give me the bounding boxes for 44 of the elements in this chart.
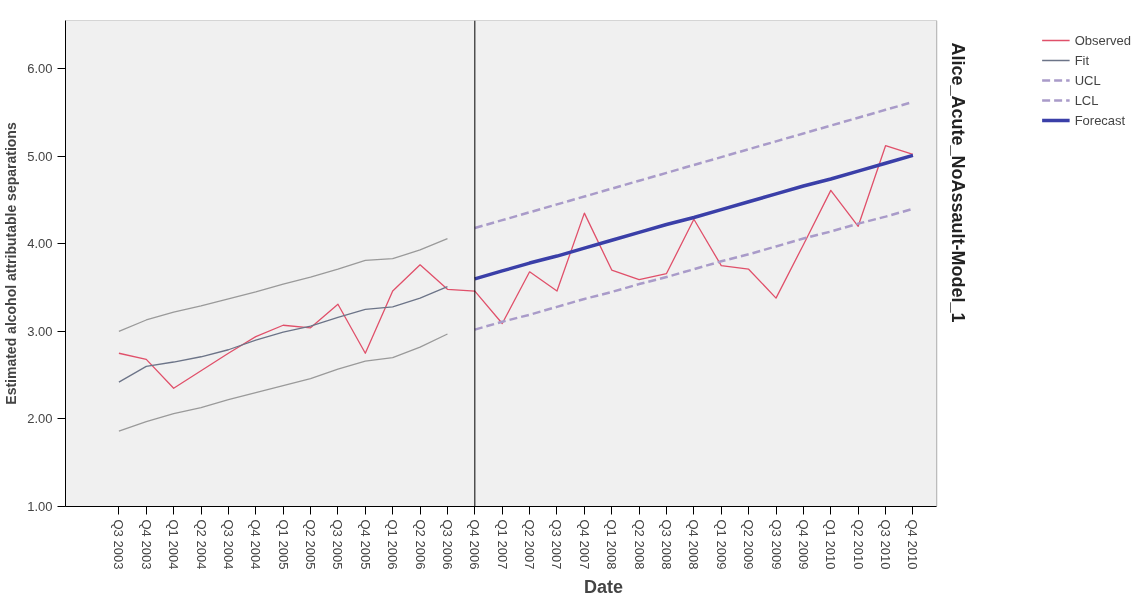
x-tick-label: Q2 2006 (412, 519, 428, 570)
x-tick-label: Q3 2008 (659, 519, 675, 570)
x-tick-label: Q2 2004 (193, 519, 209, 570)
legend-label: UCL (1074, 72, 1101, 88)
x-tick-label: Q4 2008 (686, 519, 702, 570)
y-tick-label: 2.00 (27, 411, 53, 427)
x-tick-label: Q4 2010 (905, 519, 921, 570)
x-tick-label: Q3 2010 (878, 519, 894, 570)
y-tick-label: 1.00 (27, 499, 53, 514)
y-tick-label: 6.00 (27, 61, 53, 77)
legend-label: LCL (1074, 92, 1099, 108)
x-tick-label: Q3 2006 (439, 519, 455, 570)
x-tick-label: Q2 2008 (631, 519, 647, 570)
x-tick-label: Q1 2010 (823, 519, 839, 570)
x-tick-label: Q1 2005 (275, 519, 291, 570)
x-tick-label: Q2 2009 (741, 519, 757, 570)
x-tick-label: Q4 2003 (138, 519, 154, 570)
x-tick-label: Q1 2004 (166, 519, 182, 570)
x-tick-label: Q3 2003 (111, 519, 127, 570)
y-axis-title: Estimated alcohol attributable separations (3, 122, 20, 405)
x-axis-title: Date (583, 577, 624, 598)
x-tick-label: Q3 2005 (330, 519, 346, 570)
x-tick-label: Q4 2009 (795, 519, 811, 570)
legend-label: Fit (1074, 52, 1091, 68)
x-tick-label: Q4 2007 (576, 519, 592, 570)
x-tick-label: Q4 2006 (467, 519, 483, 570)
y-tick-label: 5.00 (27, 148, 53, 164)
legend-label: Observed (1074, 32, 1131, 48)
x-tick-label: Q1 2008 (604, 519, 620, 570)
x-tick-label: Q3 2004 (220, 519, 236, 570)
x-tick-label: Q2 2005 (303, 519, 319, 570)
x-tick-label: Q3 2007 (549, 519, 565, 570)
y-tick-label: 4.00 (27, 236, 53, 252)
x-tick-label: Q4 2005 (357, 519, 373, 570)
x-tick-label: Q2 2007 (522, 519, 538, 570)
legend-label: Forecast (1074, 112, 1126, 128)
x-tick-label: Q1 2009 (713, 519, 729, 570)
x-tick-label: Q4 2004 (248, 519, 264, 570)
text: Alice_Acute_NoAssault-Model_1 (947, 42, 968, 323)
x-tick-label: Q2 2010 (850, 519, 866, 570)
x-tick-label: Q1 2006 (385, 519, 401, 570)
x-tick-label: Q1 2007 (494, 519, 510, 570)
x-tick-label: Q3 2009 (768, 519, 784, 570)
y-tick-label: 3.00 (27, 323, 53, 339)
